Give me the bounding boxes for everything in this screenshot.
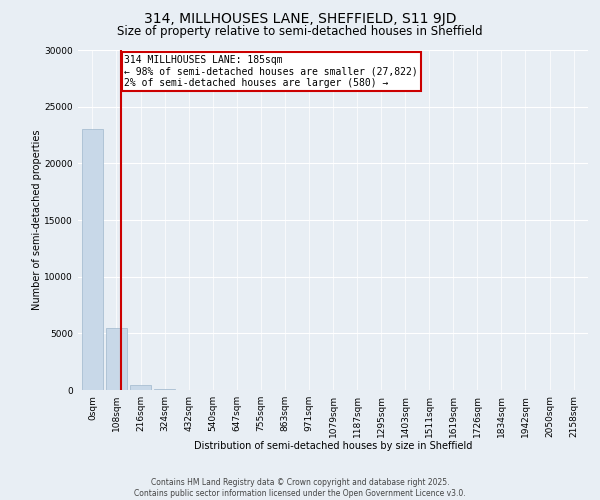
Text: Size of property relative to semi-detached houses in Sheffield: Size of property relative to semi-detach… xyxy=(117,25,483,38)
Text: Contains HM Land Registry data © Crown copyright and database right 2025.
Contai: Contains HM Land Registry data © Crown c… xyxy=(134,478,466,498)
Bar xyxy=(106,328,127,390)
Bar xyxy=(130,386,151,390)
X-axis label: Distribution of semi-detached houses by size in Sheffield: Distribution of semi-detached houses by … xyxy=(194,441,472,451)
Text: 314 MILLHOUSES LANE: 185sqm
← 98% of semi-detached houses are smaller (27,822)
2: 314 MILLHOUSES LANE: 185sqm ← 98% of sem… xyxy=(124,55,418,88)
Y-axis label: Number of semi-detached properties: Number of semi-detached properties xyxy=(32,130,41,310)
Bar xyxy=(82,130,103,390)
Text: 314, MILLHOUSES LANE, SHEFFIELD, S11 9JD: 314, MILLHOUSES LANE, SHEFFIELD, S11 9JD xyxy=(144,12,456,26)
